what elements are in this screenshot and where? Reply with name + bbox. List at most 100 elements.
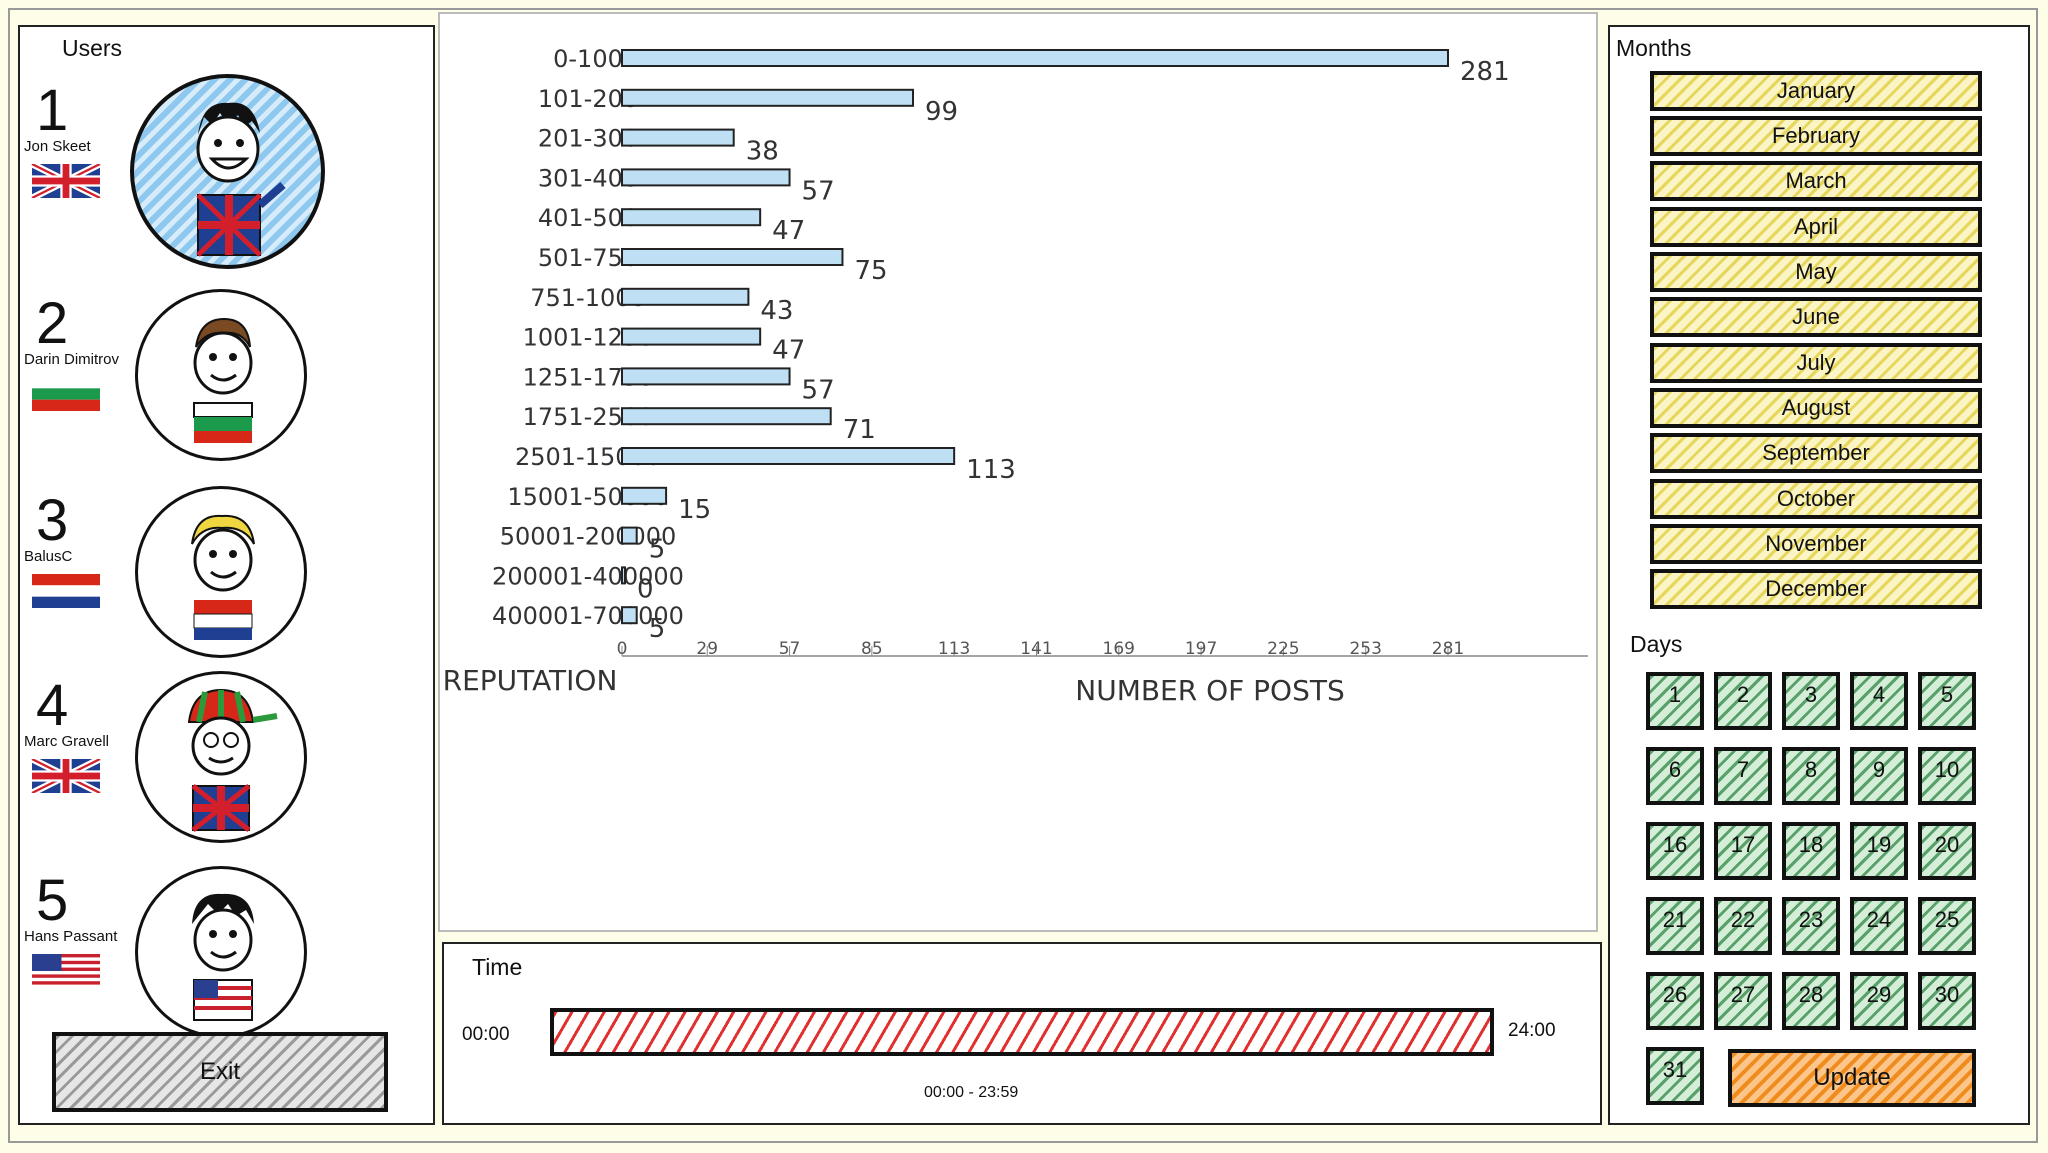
bar	[621, 407, 832, 426]
user-item[interactable]: 4 Marc Gravell	[20, 671, 435, 862]
bar-value-label: 99	[925, 97, 958, 127]
avatar[interactable]	[135, 289, 307, 461]
user-item[interactable]: 2 Darin Dimitrov	[20, 289, 435, 480]
time-range-label: 00:00 - 23:59	[924, 1084, 1019, 1101]
month-button-june[interactable]: June	[1650, 297, 1982, 337]
day-button[interactable]: 21	[1646, 897, 1704, 955]
day-button[interactable]: 23	[1782, 897, 1840, 955]
bar-value-label: 38	[746, 137, 779, 167]
day-button[interactable]: 31	[1646, 1047, 1704, 1105]
x-axis-title: NUMBER OF POSTS	[1075, 674, 1344, 707]
day-button[interactable]: 4	[1850, 672, 1908, 730]
day-button[interactable]: 10	[1918, 747, 1976, 805]
uk-flag-icon	[30, 759, 102, 793]
user-name: Marc Gravell	[24, 733, 110, 750]
day-button[interactable]: 18	[1782, 822, 1840, 880]
time-start-label: 00:00	[462, 1024, 510, 1045]
avatar[interactable]	[135, 671, 307, 843]
month-button-november[interactable]: November	[1650, 524, 1982, 564]
bar-value-label: 281	[1460, 57, 1510, 87]
month-button-april[interactable]: April	[1650, 207, 1982, 247]
day-button[interactable]: 5	[1918, 672, 1976, 730]
user-name: Jon Skeet	[24, 138, 91, 155]
day-button[interactable]: 24	[1850, 897, 1908, 955]
month-button-march[interactable]: March	[1650, 161, 1982, 201]
user-item[interactable]: 5 Hans Passant	[20, 866, 435, 1057]
usa-flag-icon	[32, 954, 100, 988]
category-label: 400001-700000	[492, 602, 684, 630]
avatar[interactable]	[135, 486, 307, 658]
months-panel: Months January February March April May …	[1608, 25, 2030, 1125]
bar-value-label: 75	[854, 256, 887, 286]
x-tick-label: 253	[1349, 639, 1381, 659]
exit-button[interactable]: Exit	[52, 1032, 388, 1112]
month-button-december[interactable]: December	[1650, 569, 1982, 609]
day-button[interactable]: 20	[1918, 822, 1976, 880]
day-button[interactable]: 2	[1714, 672, 1772, 730]
day-button[interactable]: 17	[1714, 822, 1772, 880]
day-button[interactable]: 19	[1850, 822, 1908, 880]
user-item[interactable]: 3 BalusC	[20, 486, 435, 677]
day-button[interactable]: 3	[1782, 672, 1840, 730]
month-button-october[interactable]: October	[1650, 479, 1982, 519]
day-button[interactable]: 16	[1646, 822, 1704, 880]
day-button[interactable]: 29	[1850, 972, 1908, 1030]
x-tick-label: 169	[1103, 639, 1135, 659]
day-button[interactable]: 8	[1782, 747, 1840, 805]
category-label: 0-100	[553, 45, 623, 73]
days-title: Days	[1630, 631, 1683, 657]
x-tick-label: 29	[696, 639, 718, 659]
day-button[interactable]: 6	[1646, 747, 1704, 805]
bar	[621, 168, 791, 187]
avatar-face-icon	[191, 514, 255, 640]
bar	[621, 526, 638, 545]
month-button-july[interactable]: July	[1650, 343, 1982, 383]
time-range-slider[interactable]	[550, 1008, 1494, 1056]
bar	[621, 447, 956, 465]
uk-flag-icon	[30, 164, 102, 198]
month-button-august[interactable]: August	[1650, 388, 1982, 428]
bar-value-label: 57	[802, 176, 835, 206]
bar	[621, 128, 735, 147]
user-rank: 3	[36, 488, 69, 553]
category-label: 200001-400000	[492, 562, 684, 590]
bar-value-label: 47	[772, 336, 805, 366]
avatar[interactable]	[135, 866, 307, 1038]
months-title: Months	[1616, 35, 1692, 61]
month-button-may[interactable]: May	[1650, 252, 1982, 292]
x-tick-label: 141	[1020, 639, 1052, 659]
month-button-september[interactable]: September	[1650, 433, 1982, 473]
time-title: Time	[472, 954, 523, 980]
day-button[interactable]: 26	[1646, 972, 1704, 1030]
x-tick-label: 57	[779, 639, 801, 659]
update-button[interactable]: Update	[1728, 1049, 1976, 1107]
users-panel: Users 1 Jon Skeet 2 Darin Dimitr	[18, 25, 435, 1125]
y-axis-title: REPUTATION	[443, 664, 618, 697]
day-button[interactable]: 1	[1646, 672, 1704, 730]
day-button[interactable]: 27	[1714, 972, 1772, 1030]
month-button-january[interactable]: January	[1650, 71, 1982, 111]
user-item[interactable]: 1 Jon Skeet	[20, 74, 435, 269]
month-button-february[interactable]: February	[1650, 116, 1982, 156]
avatar[interactable]	[130, 74, 325, 269]
day-button[interactable]: 9	[1850, 747, 1908, 805]
bar-value-label: 57	[802, 375, 835, 405]
user-name: Hans Passant	[24, 928, 118, 945]
bar	[621, 88, 915, 107]
day-button[interactable]: 22	[1714, 897, 1772, 955]
day-button[interactable]: 25	[1918, 897, 1976, 955]
day-button[interactable]: 30	[1918, 972, 1976, 1030]
avatar-face-icon	[187, 688, 278, 832]
day-button[interactable]: 28	[1782, 972, 1840, 1030]
bar-value-label: 71	[843, 415, 876, 445]
day-button[interactable]: 7	[1714, 747, 1772, 805]
bar-value-label: 5	[649, 614, 666, 644]
users-title: Users	[62, 35, 123, 61]
user-name: BalusC	[24, 548, 73, 565]
x-tick-label: 225	[1267, 639, 1299, 659]
bulgaria-flag-icon	[32, 377, 100, 411]
x-tick-label: 113	[938, 639, 970, 659]
time-end-label: 24:00	[1508, 1020, 1556, 1041]
bar	[621, 606, 638, 625]
x-tick-label: 85	[861, 639, 883, 659]
